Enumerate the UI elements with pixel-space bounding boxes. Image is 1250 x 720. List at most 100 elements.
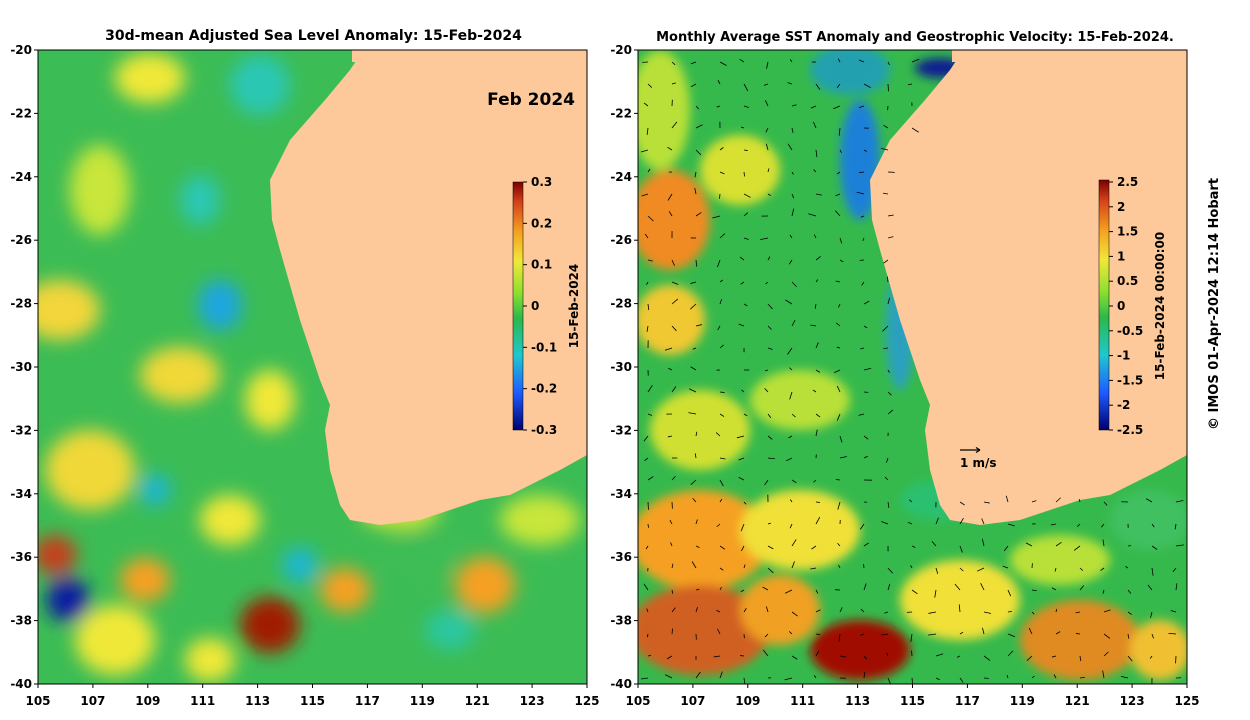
- colorbar-tick-label: 2.5: [1117, 175, 1138, 189]
- y-tick-label: -34: [610, 487, 632, 501]
- velocity-vector: [959, 501, 965, 506]
- velocity-vector: [959, 567, 964, 572]
- velocity-vector: [1079, 655, 1082, 662]
- velocity-vector: [688, 388, 697, 393]
- velocity-vector: [690, 303, 697, 310]
- x-tick-label: 117: [955, 694, 980, 708]
- velocity-vector: [810, 105, 817, 109]
- y-tick-label: -24: [610, 170, 632, 184]
- velocity-vector: [788, 259, 793, 265]
- colorbar-tick-label: 2: [1117, 200, 1125, 214]
- x-tick-label: 107: [80, 694, 105, 708]
- velocity-vector: [815, 429, 818, 437]
- velocity-vector: [719, 479, 724, 487]
- velocity-vector: [911, 127, 919, 133]
- velocity-vector: [911, 58, 920, 63]
- x-tick-label: 121: [465, 694, 490, 708]
- velocity-vector: [1051, 655, 1057, 658]
- velocity-vector: [671, 281, 679, 285]
- velocity-vector: [813, 674, 817, 679]
- colorbar-tick-label: 0.3: [531, 175, 552, 189]
- colorbar-tick-label: -0.1: [531, 340, 557, 354]
- velocity-vector: [882, 192, 889, 195]
- colorbar-tick-label: -1: [1117, 349, 1130, 363]
- x-tick-label: 109: [135, 694, 160, 708]
- velocity-vector: [1120, 675, 1129, 679]
- velocity-vector: [647, 215, 654, 222]
- x-tick-label: 107: [680, 694, 705, 708]
- velocity-vector: [1151, 567, 1154, 576]
- velocity-vector: [791, 127, 794, 133]
- velocity-vector: [719, 567, 724, 571]
- colorbar-tick-label: -0.5: [1117, 324, 1143, 338]
- velocity-vector: [1007, 523, 1015, 527]
- velocity-vector: [981, 518, 985, 525]
- velocity-vector: [1025, 542, 1033, 547]
- velocity-vector: [858, 59, 865, 63]
- velocity-vector: [858, 171, 865, 174]
- velocity-vector: [767, 193, 772, 197]
- velocity-vector: [668, 211, 673, 217]
- velocity-vector: [837, 542, 841, 547]
- right-map-panel: 1 m/s 2.5 2 1.5 1 0.5 0 -0.5 -1 -1.5 -2 -2.5 15-Fe…: [610, 43, 1199, 708]
- velocity-vector: [743, 237, 749, 240]
- velocity-vector: [1170, 610, 1177, 613]
- velocity-vector: [740, 281, 745, 285]
- velocity-vector: [671, 607, 676, 613]
- velocity-vector: [1100, 567, 1105, 571]
- velocity-vector: [760, 237, 769, 241]
- y-tick-label: -38: [610, 614, 632, 628]
- velocity-vector: [863, 149, 867, 152]
- velocity-vector: [815, 650, 820, 657]
- velocity-vector: [739, 256, 745, 261]
- velocity-vector: [743, 501, 747, 505]
- velocity-vector: [887, 276, 889, 283]
- velocity-vector: [1127, 589, 1132, 594]
- velocity-vector: [980, 582, 985, 591]
- velocity-vector: [739, 58, 745, 63]
- velocity-vector: [815, 609, 821, 613]
- sst-colorbar: [1098, 179, 1110, 431]
- velocity-vector: [813, 169, 817, 173]
- velocity-vector: [1055, 541, 1062, 547]
- velocity-vector: [640, 677, 649, 680]
- velocity-vector: [1031, 675, 1035, 679]
- velocity-vector: [695, 545, 700, 548]
- velocity-vector: [765, 127, 769, 133]
- velocity-vector: [765, 281, 769, 285]
- velocity-vector: [836, 413, 841, 421]
- velocity-vector: [762, 586, 769, 591]
- velocity-vector: [911, 545, 916, 548]
- velocity-vector: [646, 325, 649, 332]
- velocity-vector: [1031, 611, 1035, 615]
- velocity-vector: [767, 457, 775, 460]
- velocity-vector: [695, 519, 698, 525]
- velocity-vector: [1175, 500, 1184, 503]
- velocity-vector: [647, 476, 654, 481]
- velocity-vector: [671, 563, 674, 569]
- y-tick-label: -30: [10, 360, 32, 374]
- velocity-vector: [647, 83, 653, 88]
- velocity-vector: [767, 325, 772, 330]
- velocity-vector: [719, 498, 723, 503]
- velocity-vector: [858, 413, 865, 416]
- velocity-vector: [835, 479, 841, 481]
- velocity-vector: [1026, 655, 1033, 661]
- velocity-vector: [908, 499, 913, 503]
- velocity-vector: [767, 347, 773, 350]
- velocity-vector: [810, 324, 817, 327]
- velocity-vector: [743, 212, 749, 217]
- velocity-vector: [1151, 545, 1158, 550]
- velocity-vector: [886, 457, 889, 463]
- y-tick-label: -28: [10, 297, 32, 311]
- velocity-vector: [838, 564, 841, 569]
- velocity-vector: [928, 633, 937, 636]
- velocity-vector: [884, 476, 889, 481]
- velocity-vector: [791, 655, 798, 660]
- velocity-vector: [688, 412, 697, 415]
- velocity-vector: [719, 586, 722, 591]
- velocity-vector: [767, 522, 771, 525]
- velocity-vector: [934, 589, 937, 598]
- velocity-vector: [981, 538, 985, 547]
- velocity-vector: [764, 369, 769, 372]
